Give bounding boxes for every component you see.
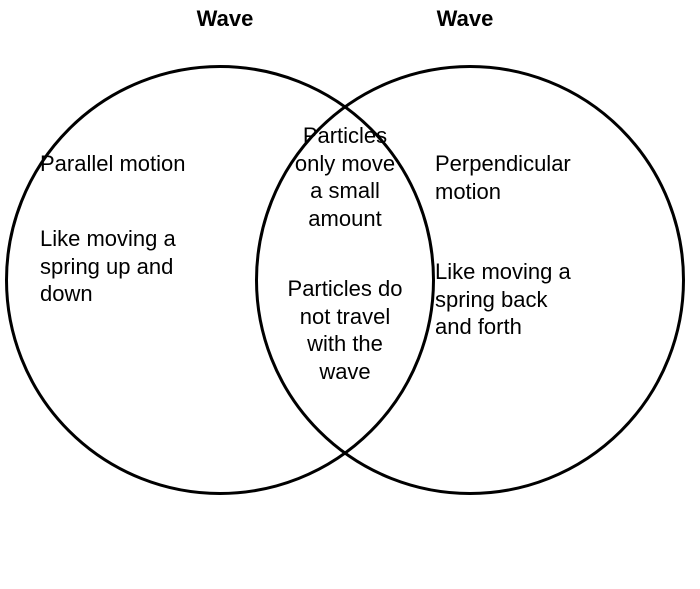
center-text-2: Particles do not travel with the wave bbox=[280, 275, 410, 385]
right-title: Wave bbox=[400, 6, 530, 32]
right-text-1: Perpendicular motion bbox=[435, 150, 655, 205]
left-text-1: Parallel motion bbox=[40, 150, 250, 178]
venn-diagram: Wave Wave Parallel motion Like moving a … bbox=[0, 0, 700, 589]
left-title: Wave bbox=[160, 6, 290, 32]
center-text-1: Particles only move a small amount bbox=[280, 122, 410, 232]
left-text-2: Like moving a spring up and down bbox=[40, 225, 250, 308]
right-text-2: Like moving a spring back and forth bbox=[435, 258, 655, 341]
